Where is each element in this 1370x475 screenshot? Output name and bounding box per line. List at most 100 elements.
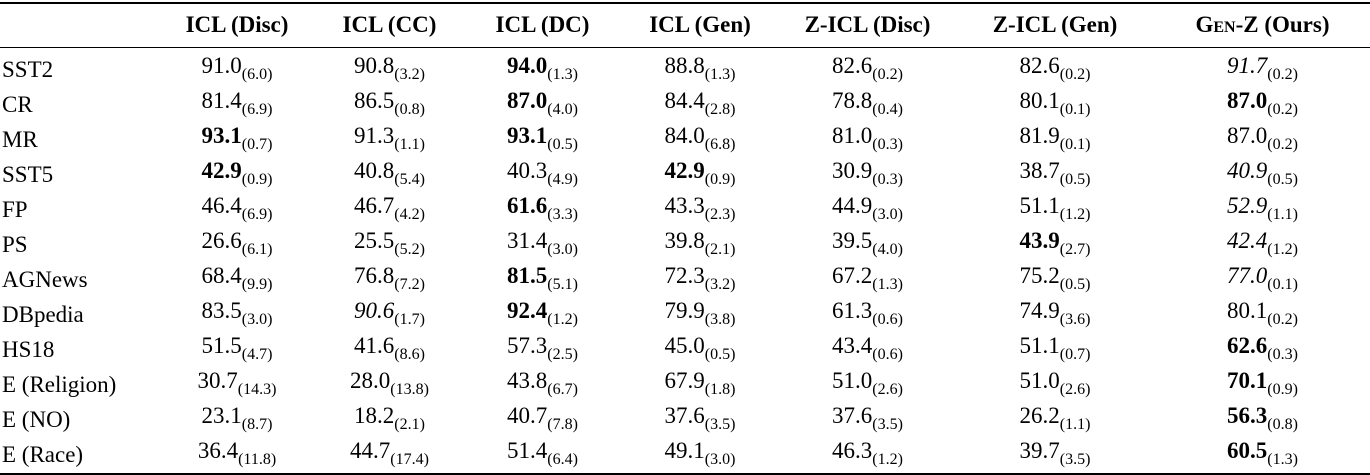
- column-header: Z-ICL (Disc): [804, 12, 931, 38]
- cell: 81.4(6.9): [160, 88, 314, 123]
- cell: 43.9(2.7): [955, 228, 1155, 263]
- cell: 38.7(0.5): [955, 158, 1155, 193]
- score: 78.8: [832, 87, 873, 113]
- score: 31.4: [507, 227, 548, 253]
- score: 40.3: [507, 157, 548, 183]
- cell: 79.9(3.8): [620, 298, 780, 333]
- column-header: ICL (Disc): [185, 12, 289, 38]
- cell: 92.4(1.2): [465, 298, 620, 333]
- cell: 81.0(0.3): [780, 123, 955, 158]
- column-header: ICL (CC): [342, 12, 437, 38]
- std: (0.1): [1267, 275, 1298, 293]
- cell: 52.9(1.1): [1155, 193, 1370, 228]
- row-label: FP: [2, 197, 28, 222]
- std: (0.9): [704, 170, 736, 188]
- score: 41.6: [354, 332, 395, 358]
- std: (2.3): [704, 205, 736, 223]
- cell: 72.3(3.2): [620, 263, 780, 298]
- score: 42.4: [1227, 227, 1268, 253]
- score: 38.7: [1019, 157, 1060, 183]
- table-row: SST2 91.0(6.0) 90.8(3.2) 94.0(1.3) 88.8(1.3)…: [0, 47, 1370, 88]
- score: 90.6: [354, 297, 395, 323]
- row-label: E (Race): [2, 442, 84, 467]
- std: (13.8): [390, 380, 429, 398]
- std: (8.7): [241, 415, 273, 433]
- score: 40.9: [1227, 157, 1268, 183]
- score: 90.8: [354, 52, 395, 78]
- score: 43.4: [832, 332, 873, 358]
- cell: 42.9(0.9): [160, 158, 314, 193]
- std: (1.3): [872, 275, 903, 293]
- std: (2.6): [1059, 380, 1091, 398]
- row-label: MR: [2, 127, 38, 152]
- score: 46.3: [832, 437, 873, 463]
- cell: 40.3(4.9): [465, 158, 620, 193]
- score: 70.1: [1227, 367, 1268, 393]
- cell: 91.0(6.0): [160, 47, 314, 88]
- row-label: AGNews: [2, 267, 88, 292]
- std: (3.0): [547, 240, 578, 258]
- std: (6.0): [241, 65, 273, 83]
- row-label: PS: [2, 232, 28, 257]
- table-body: SST2 91.0(6.0) 90.8(3.2) 94.0(1.3) 88.8(1.3)…: [0, 47, 1370, 474]
- cell: 82.6(0.2): [780, 47, 955, 88]
- cell: 67.9(1.8): [620, 368, 780, 403]
- cell: 87.0(0.2): [1155, 88, 1370, 123]
- score: 28.0: [350, 367, 391, 393]
- score: 87.0: [1227, 87, 1268, 113]
- table-row: CR 81.4(6.9) 86.5(0.8) 87.0(4.0) 84.4(2.8) 78…: [0, 88, 1370, 123]
- cell: 60.5(1.3): [1155, 438, 1370, 474]
- cell: 25.5(5.2): [314, 228, 465, 263]
- score: 46.4: [201, 192, 242, 218]
- score: 77.0: [1227, 262, 1268, 288]
- score: 51.0: [832, 367, 873, 393]
- cell: 49.1(3.0): [620, 438, 780, 474]
- cell: 91.3(1.1): [314, 123, 465, 158]
- score: 82.6: [1019, 52, 1060, 78]
- cell: 90.8(3.2): [314, 47, 465, 88]
- std: (3.5): [1059, 450, 1091, 468]
- score: 87.0: [507, 87, 548, 113]
- cell: 40.8(5.4): [314, 158, 465, 193]
- cell: 57.3(2.5): [465, 333, 620, 368]
- cell: 68.4(9.9): [160, 263, 314, 298]
- score: 60.5: [1227, 437, 1268, 463]
- score: 25.5: [354, 227, 395, 253]
- score: 42.9: [201, 157, 242, 183]
- cell: 44.7(17.4): [314, 438, 465, 474]
- score: 51.1: [1019, 192, 1060, 218]
- cell: 40.9(0.5): [1155, 158, 1370, 193]
- score: 61.3: [832, 297, 873, 323]
- cell: 61.6(3.3): [465, 193, 620, 228]
- table-row: AGNews 68.4(9.9) 76.8(7.2) 81.5(5.1) 72.3(3.…: [0, 263, 1370, 298]
- row-label: DBpedia: [2, 302, 84, 327]
- std: (2.6): [872, 380, 903, 398]
- std: (8.6): [394, 345, 425, 363]
- table-row: E (Religion) 30.7(14.3) 28.0(13.8) 43.8(6.7…: [0, 368, 1370, 403]
- std: (0.7): [241, 135, 273, 153]
- std: (1.2): [1267, 240, 1298, 258]
- score: 67.9: [664, 367, 705, 393]
- cell: 51.0(2.6): [955, 368, 1155, 403]
- score: 92.4: [507, 297, 548, 323]
- score: 51.4: [507, 437, 548, 463]
- table-row: SST5 42.9(0.9) 40.8(5.4) 40.3(4.9) 42.9(0.9)…: [0, 158, 1370, 193]
- cell: 28.0(13.8): [314, 368, 465, 403]
- cell: 42.9(0.9): [620, 158, 780, 193]
- std: (1.1): [394, 135, 425, 153]
- std: (7.2): [394, 275, 425, 293]
- cell: 44.9(3.0): [780, 193, 955, 228]
- table-row: E (Race) 36.4(11.8) 44.7(17.4) 51.4(6.4) 49.…: [0, 438, 1370, 474]
- std: (17.4): [390, 450, 429, 468]
- score: 82.6: [832, 52, 873, 78]
- std: (0.2): [1267, 65, 1298, 83]
- score: 76.8: [354, 262, 395, 288]
- cell: 43.3(2.3): [620, 193, 780, 228]
- cell: 51.5(4.7): [160, 333, 314, 368]
- row-label: CR: [2, 92, 33, 117]
- std: (0.5): [704, 345, 736, 363]
- score: 40.7: [507, 402, 548, 428]
- score: 26.2: [1019, 402, 1060, 428]
